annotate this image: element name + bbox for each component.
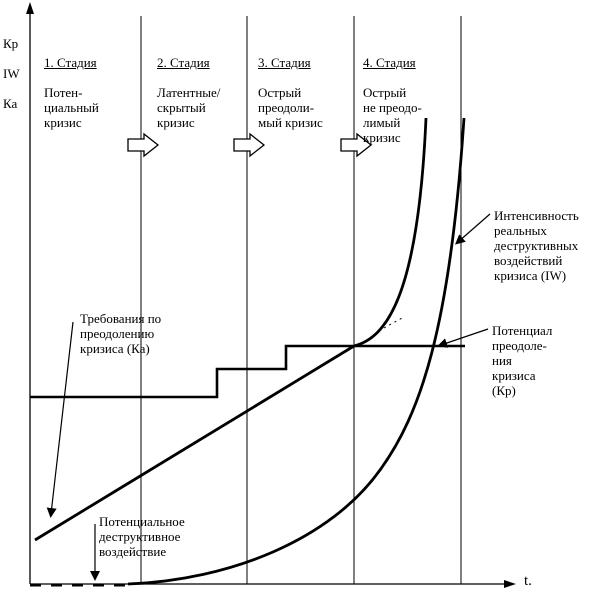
y-axis-label: Кр IW Ка: [3, 21, 20, 126]
x-axis-arrow: [504, 580, 516, 588]
potential-destructive-label: Потенциальное деструктивное воздействие: [99, 514, 185, 559]
block-arrow-icon: [233, 132, 266, 158]
iw-leader-arrow: [454, 213, 491, 245]
stage-4-header: 4. Стадия Острый не преодо- лимый кризис: [363, 40, 422, 160]
stage-2-header: 2. Стадия Латентные/ скрытый кризис: [157, 40, 220, 145]
y-axis-label-kp: Кр: [3, 36, 19, 51]
kp-label: Потенциал преодоле- ния кризиса (Кр): [492, 323, 553, 398]
y-axis-label-iw: IW: [3, 66, 20, 81]
y-axis-label-ka: Ка: [3, 96, 18, 111]
ka-requirements-step-line: [30, 344, 465, 399]
stage-dividers: [140, 16, 462, 584]
stage-transition-arrows: [127, 132, 373, 158]
stage-3-header: 3. Стадия Острый преодоли- мый кризис: [258, 40, 323, 145]
potential-destructive-curve: [127, 117, 466, 586]
stage-3-description: Острый преодоли- мый кризис: [258, 85, 323, 130]
stage-1-title: 1. Стадия: [44, 55, 97, 70]
y-axis-arrow: [26, 2, 34, 14]
stage-1-description: Потен- циальный кризис: [44, 85, 99, 130]
stage-3-title: 3. Стадия: [258, 55, 311, 70]
x-axis-label: t.: [524, 573, 532, 589]
axes: [26, 2, 516, 588]
kp-leader-arrow: [437, 328, 489, 348]
iw-intensity-curve: [353, 117, 428, 348]
ka-leader-arrow: [46, 321, 74, 518]
stage-2-title: 2. Стадия: [157, 55, 210, 70]
kp-potential-line: [34, 344, 355, 542]
stage-1-header: 1. Стадия Потен- циальный кризис: [44, 40, 99, 145]
stage-4-title: 4. Стадия: [363, 55, 416, 70]
iw-label: Интенсивность реальных деструктивных воз…: [494, 208, 579, 283]
stage-2-description: Латентные/ скрытый кризис: [157, 85, 221, 130]
ka-label: Требования по преодолению кризиса (Ка): [80, 311, 162, 356]
stage-4-description: Острый не преодо- лимый кризис: [363, 85, 422, 145]
block-arrow-icon: [340, 132, 373, 158]
block-arrow-icon: [127, 132, 160, 158]
